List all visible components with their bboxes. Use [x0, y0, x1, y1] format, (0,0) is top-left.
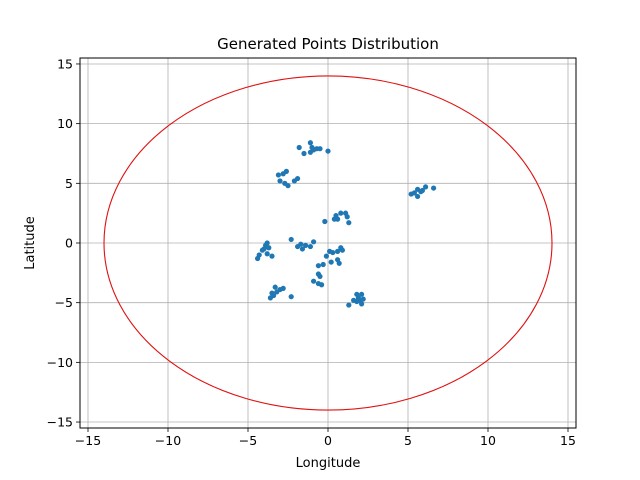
- data-point: [264, 251, 270, 257]
- grid: [80, 58, 576, 428]
- data-point: [272, 284, 278, 290]
- data-point: [315, 263, 321, 269]
- y-tick-label: 0: [65, 236, 73, 251]
- data-point: [261, 246, 267, 252]
- x-axis-label: Longitude: [296, 456, 361, 471]
- boundary-circle: [103, 75, 553, 411]
- data-point: [288, 294, 294, 300]
- y-tick-label: −15: [47, 415, 73, 430]
- data-point: [346, 220, 352, 226]
- data-point: [325, 148, 331, 154]
- data-point: [299, 246, 305, 252]
- data-point: [335, 248, 341, 254]
- y-tick-label: −5: [55, 295, 73, 310]
- data-point: [331, 216, 337, 222]
- data-point: [359, 291, 365, 297]
- data-point: [307, 140, 313, 146]
- data-point: [322, 218, 328, 225]
- data-point: [296, 144, 302, 151]
- data-point: [346, 302, 352, 308]
- data-point: [255, 255, 261, 262]
- data-point: [307, 149, 313, 155]
- data-point: [339, 247, 345, 253]
- data-point: [360, 296, 366, 302]
- axis-ticks: −15 −10 −5 0 5 10 15 −15 −10 −5 0 5 10 15: [47, 56, 576, 448]
- data-point: [317, 273, 323, 280]
- x-tick-label: 5: [404, 433, 412, 448]
- x-tick-label: −15: [75, 433, 101, 448]
- data-point: [288, 236, 294, 243]
- data-point: [280, 171, 286, 177]
- data-point: [311, 278, 317, 284]
- data-point: [328, 259, 334, 265]
- data-point: [431, 185, 437, 191]
- data-point: [307, 243, 313, 250]
- data-point: [269, 253, 275, 259]
- y-axis-label: Latitude: [23, 216, 38, 270]
- data-point: [344, 214, 350, 220]
- x-tick-label: 10: [480, 433, 496, 448]
- data-point: [266, 245, 272, 251]
- y-tick-label: −10: [47, 355, 73, 370]
- data-point: [275, 172, 281, 178]
- data-point: [338, 210, 344, 216]
- data-point: [319, 282, 325, 288]
- chart-title: Generated Points Distribution: [217, 35, 439, 53]
- x-tick-label: −5: [239, 433, 257, 448]
- x-tick-label: 15: [560, 433, 576, 448]
- x-tick-label: 0: [324, 433, 332, 448]
- data-point: [285, 183, 291, 189]
- data-point: [267, 295, 273, 301]
- data-point: [419, 187, 425, 194]
- data-point: [280, 285, 286, 291]
- data-point: [295, 243, 301, 250]
- y-tick-label: 10: [57, 116, 73, 131]
- data-point: [295, 175, 301, 182]
- data-point: [301, 150, 307, 157]
- data-point: [415, 193, 421, 200]
- data-point: [311, 239, 317, 245]
- data-point: [277, 178, 283, 184]
- y-tick-label: 15: [57, 56, 73, 71]
- x-tick-label: −10: [155, 433, 181, 448]
- y-tick-label: 5: [65, 176, 73, 191]
- data-point: [408, 191, 414, 197]
- data-point: [303, 242, 309, 248]
- data-point: [323, 253, 329, 259]
- data-point: [274, 289, 280, 295]
- data-point: [317, 146, 323, 152]
- data-point: [330, 249, 336, 256]
- data-point: [423, 184, 429, 190]
- data-point: [351, 297, 357, 303]
- data-point: [359, 301, 365, 307]
- plot-data: [103, 75, 553, 411]
- data-point: [336, 260, 342, 266]
- data-point: [320, 261, 326, 268]
